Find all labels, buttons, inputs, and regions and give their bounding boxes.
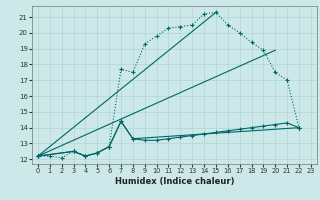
X-axis label: Humidex (Indice chaleur): Humidex (Indice chaleur) <box>115 177 234 186</box>
